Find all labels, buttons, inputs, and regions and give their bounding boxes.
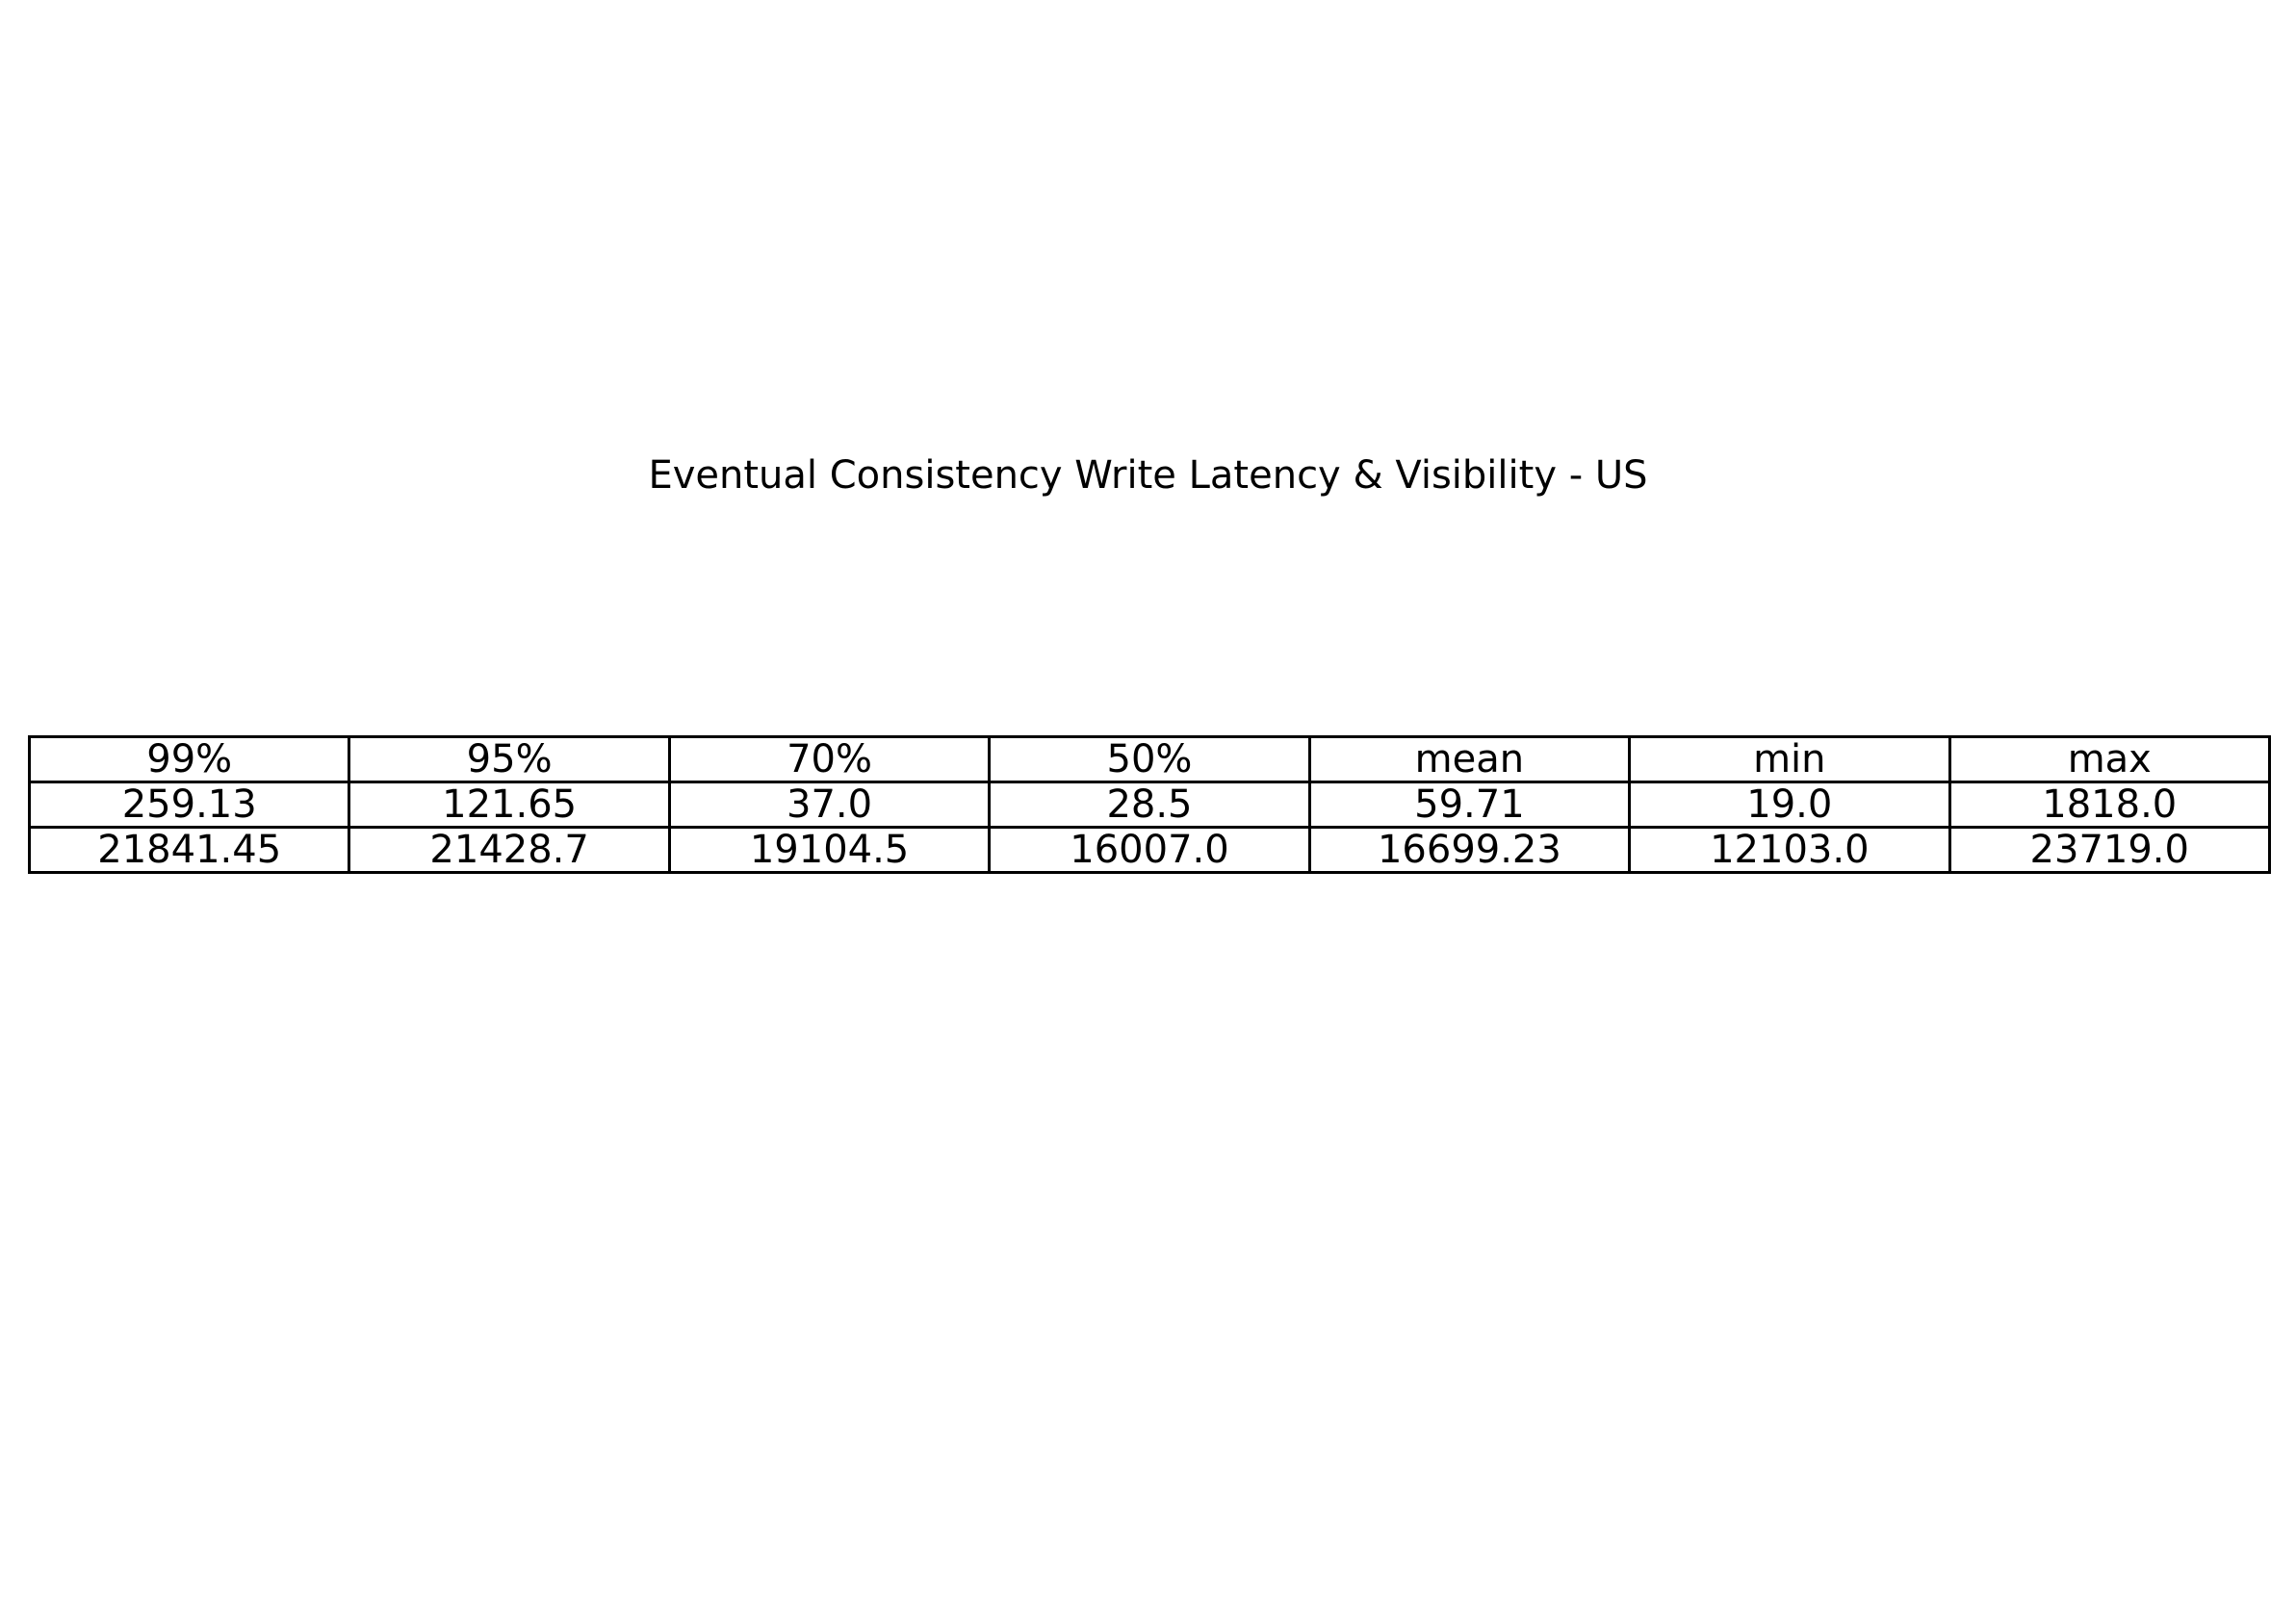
- table-cell: 21428.7: [348, 826, 671, 874]
- header-cell-p95: 95%: [348, 735, 671, 783]
- table-row: 21841.45 21428.7 19104.5 16007.0 16699.2…: [27, 826, 2272, 874]
- table-cell: 23719.0: [1948, 826, 2272, 874]
- header-cell-mean: mean: [1307, 735, 1632, 783]
- table-cell: 121.65: [348, 781, 671, 829]
- header-cell-min: min: [1628, 735, 1951, 783]
- table-cell: 16699.23: [1307, 826, 1632, 874]
- table-cell: 28.5: [988, 781, 1311, 829]
- chart-title: Eventual Consistency Write Latency & Vis…: [648, 453, 1648, 498]
- latency-stats-table: 99% 95% 70% 50% mean min max 259.13 121.…: [27, 735, 2272, 874]
- table-cell: 59.71: [1307, 781, 1632, 829]
- table-cell: 19.0: [1628, 781, 1951, 829]
- header-cell-p70: 70%: [667, 735, 992, 783]
- table-cell: 19104.5: [667, 826, 992, 874]
- table-cell: 12103.0: [1628, 826, 1951, 874]
- table-row: 259.13 121.65 37.0 28.5 59.71 19.0 1818.…: [27, 781, 2272, 829]
- table-header-row: 99% 95% 70% 50% mean min max: [27, 735, 2272, 783]
- header-cell-p50: 50%: [988, 735, 1311, 783]
- header-cell-max: max: [1948, 735, 2272, 783]
- table-cell: 1818.0: [1948, 781, 2272, 829]
- table-cell: 37.0: [667, 781, 992, 829]
- table-cell: 259.13: [27, 781, 351, 829]
- table-cell: 21841.45: [27, 826, 351, 874]
- header-cell-p99: 99%: [27, 735, 351, 783]
- table-cell: 16007.0: [988, 826, 1311, 874]
